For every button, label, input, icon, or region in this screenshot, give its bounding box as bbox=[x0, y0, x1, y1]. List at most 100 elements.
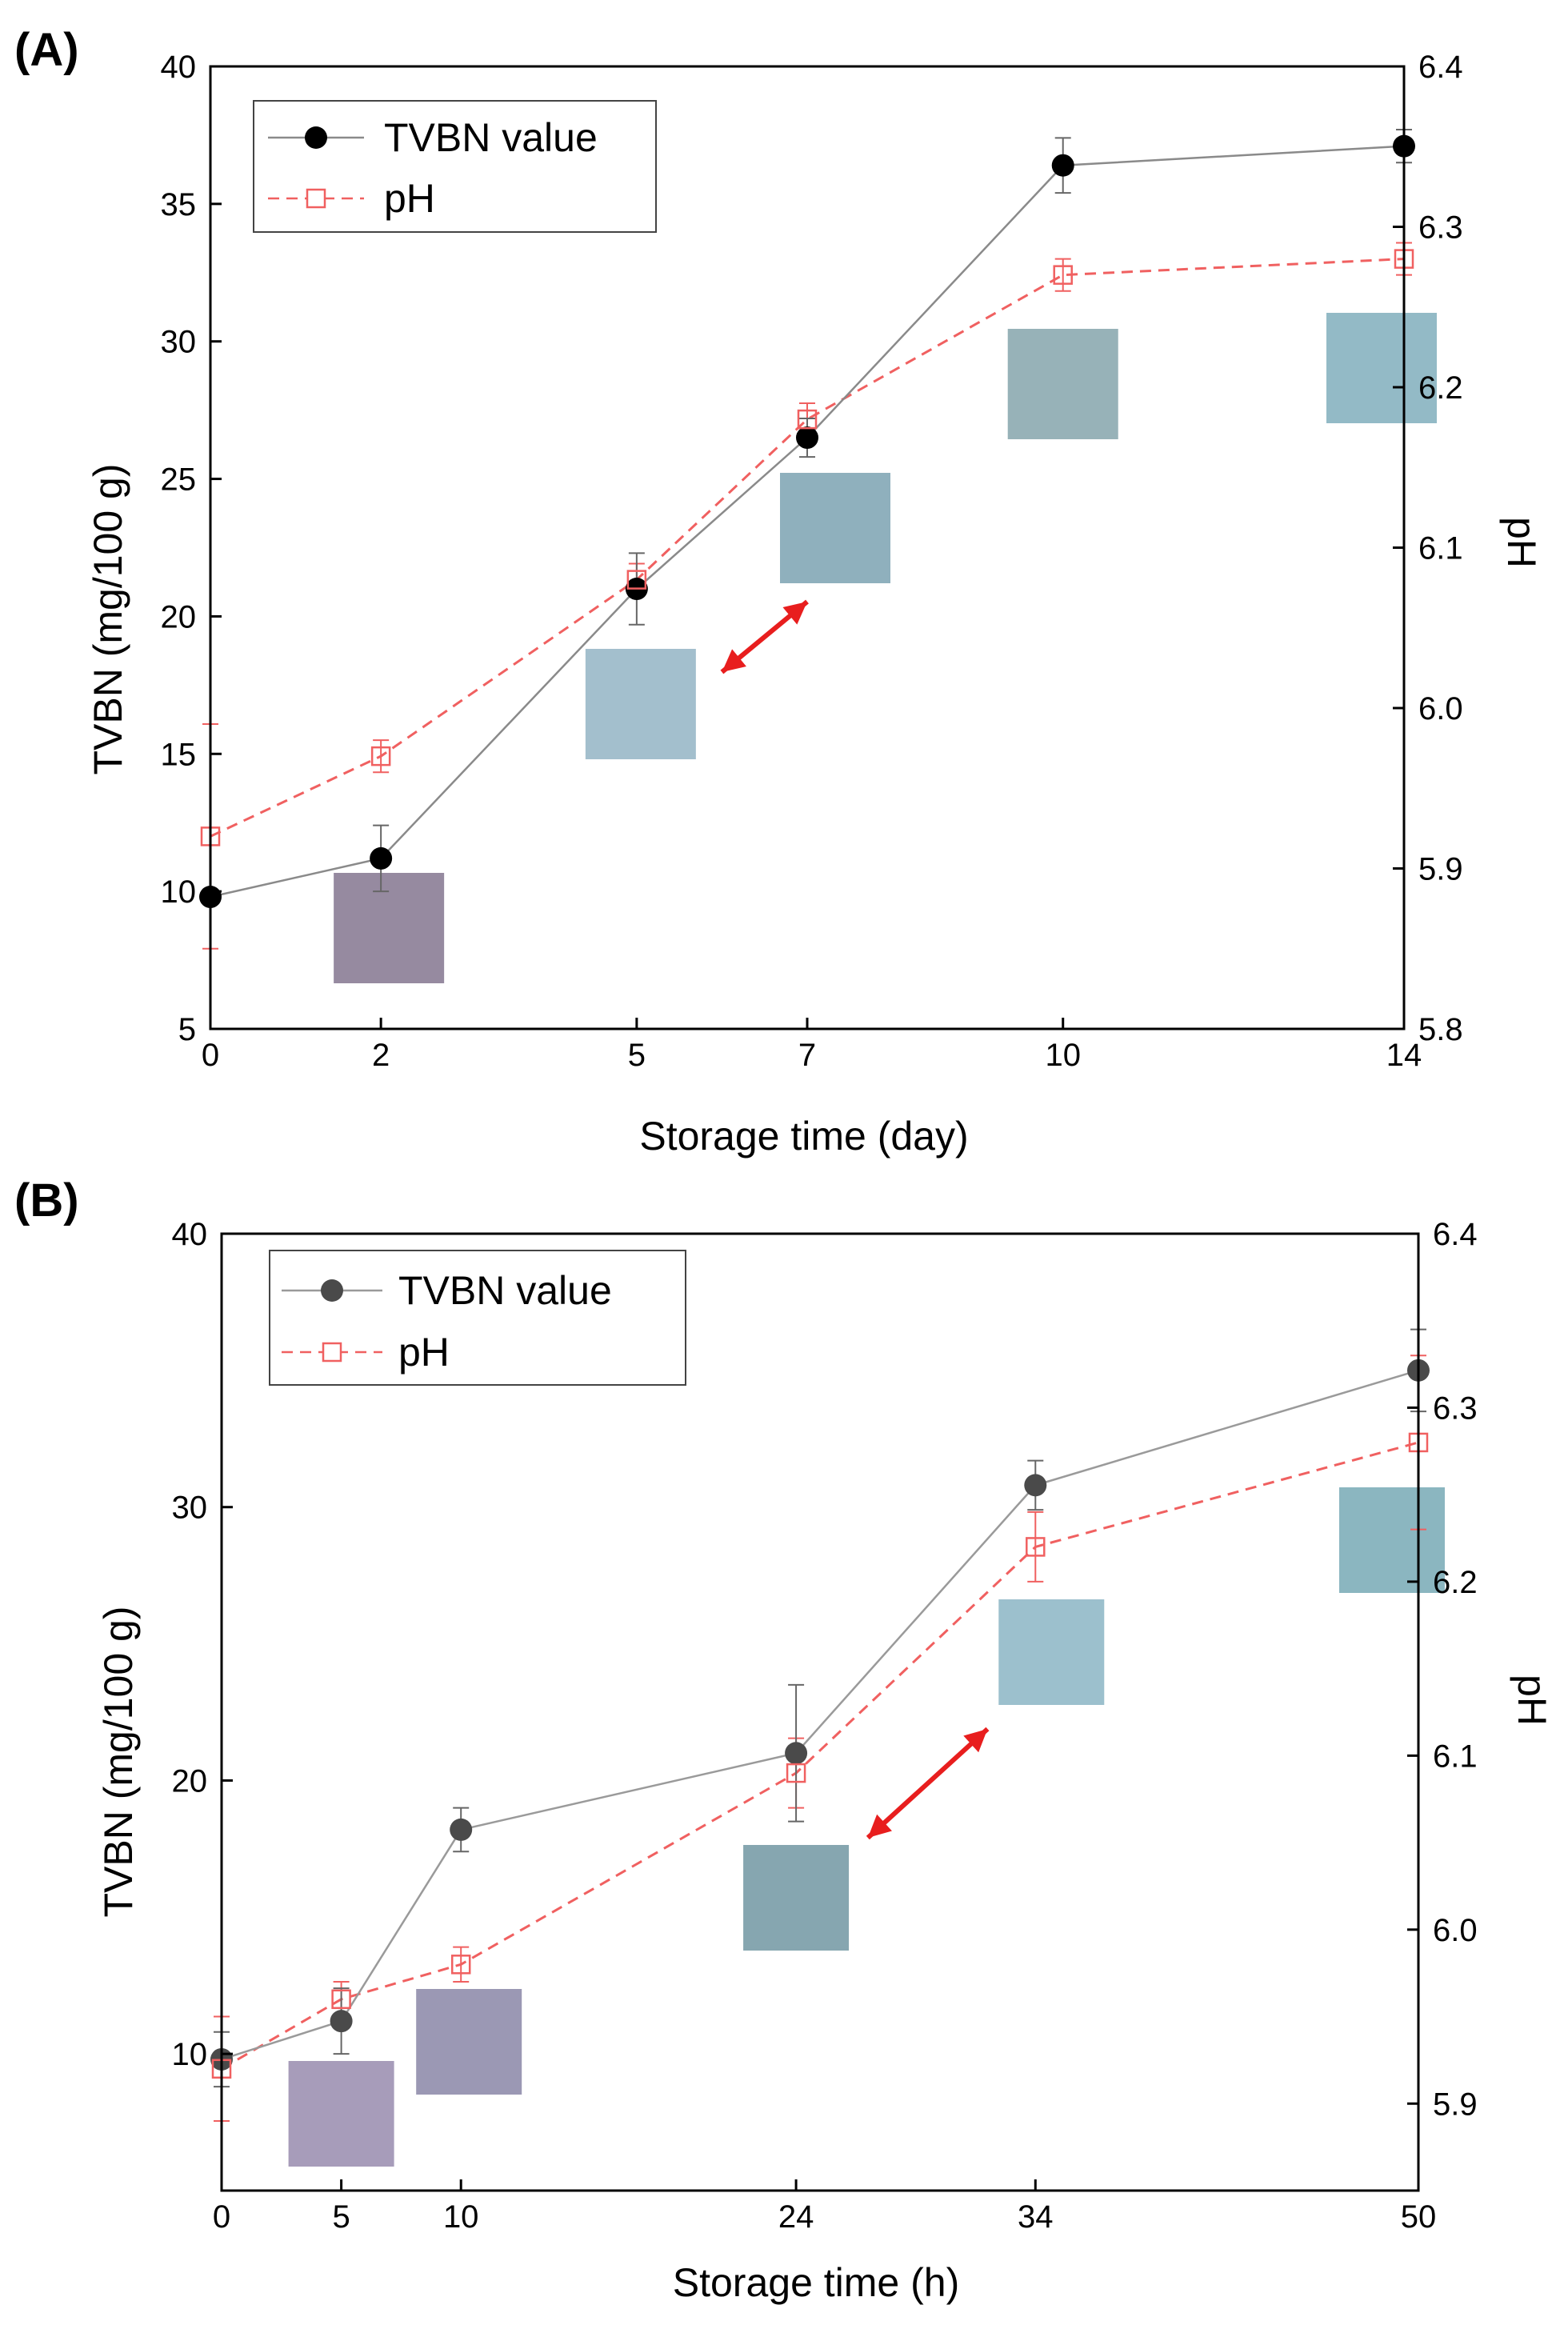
color-swatches bbox=[288, 1487, 1445, 2167]
y-tick-label: 30 bbox=[172, 1491, 208, 1526]
tvbn-point bbox=[370, 846, 393, 870]
y2-tick-label: 6.1 bbox=[1433, 1739, 1478, 1774]
panel-label: (B) bbox=[14, 1175, 79, 1227]
y-tick-label: 35 bbox=[161, 187, 197, 222]
film-swatch bbox=[1339, 1487, 1445, 1593]
tvbn-point bbox=[330, 2010, 353, 2033]
x-tick-label: 2 bbox=[372, 1038, 390, 1073]
film-swatch bbox=[1007, 329, 1118, 439]
tvbn-point bbox=[796, 426, 818, 450]
ph-series-line bbox=[221, 1441, 1419, 2071]
series-layer bbox=[210, 1328, 1430, 2123]
axes: 0 2 5 7 10 145101520253035405.85.96.06.16.26.… bbox=[161, 50, 1463, 1073]
color-swatches bbox=[334, 313, 1437, 983]
legend-ph-marker bbox=[306, 188, 326, 209]
y2-tick-label: 6.2 bbox=[1433, 1565, 1478, 1600]
panel-label: (A) bbox=[14, 24, 79, 76]
x-tick-label: 0 bbox=[213, 2199, 230, 2235]
y-tick-label: 40 bbox=[161, 50, 197, 85]
x-tick-label: 5 bbox=[628, 1038, 646, 1073]
ph-point bbox=[331, 1989, 351, 2010]
y2-axis-title: pH bbox=[1499, 517, 1544, 568]
arrow-head-start bbox=[867, 1814, 892, 1838]
y2-tick-label: 5.8 bbox=[1418, 1012, 1463, 1047]
y-tick-label: 25 bbox=[161, 462, 197, 498]
x-tick-label: 34 bbox=[1018, 2199, 1054, 2235]
y2-tick-label: 6.2 bbox=[1418, 370, 1463, 406]
y-tick-label: 10 bbox=[161, 874, 197, 910]
legend: TVBN value pH bbox=[253, 100, 657, 233]
legend-ph-label: pH bbox=[384, 176, 435, 221]
film-swatch bbox=[585, 649, 696, 759]
film-swatch bbox=[743, 1845, 850, 1951]
film-swatch bbox=[1326, 313, 1437, 423]
ph-point bbox=[370, 746, 391, 766]
x-tick-label: 14 bbox=[1386, 1038, 1422, 1073]
legend-tvbn-marker bbox=[321, 1279, 343, 1302]
x-tick-label: 10 bbox=[1045, 1038, 1081, 1073]
y2-tick-label: 5.9 bbox=[1433, 2087, 1478, 2122]
y-axis-title: TVBN (mg/100 g) bbox=[86, 463, 130, 774]
legend-tvbn-marker bbox=[305, 126, 327, 149]
arrow-head-end bbox=[782, 602, 807, 625]
y-tick-label: 20 bbox=[172, 1763, 208, 1799]
tvbn-series-line bbox=[221, 1369, 1419, 2061]
film-swatch bbox=[780, 473, 890, 583]
y-axis-title: TVBN (mg/100 g) bbox=[96, 1606, 141, 1917]
arrow-head-start bbox=[722, 649, 746, 672]
x-tick-label: 50 bbox=[1401, 2199, 1437, 2235]
legend-box bbox=[269, 1250, 686, 1386]
legend-box bbox=[253, 100, 657, 233]
y2-tick-label: 6.0 bbox=[1433, 1913, 1478, 1948]
x-tick-label: 7 bbox=[798, 1038, 816, 1073]
arrow-head-end bbox=[963, 1729, 988, 1753]
color-change-arrow bbox=[866, 1727, 990, 1840]
y-tick-label: 15 bbox=[161, 737, 197, 772]
y2-tick-label: 5.9 bbox=[1418, 852, 1463, 887]
ph-point bbox=[626, 570, 647, 590]
film-swatch bbox=[334, 873, 445, 983]
y-tick-label: 40 bbox=[172, 1217, 208, 1252]
x-tick-label: 5 bbox=[332, 2199, 350, 2235]
axes: 0 5 10 24 34 50 10 20 30 40 5.9 6.0 6.1 6.2 6.3 6.4 bbox=[172, 1217, 1478, 2235]
y2-tick-label: 6.4 bbox=[1418, 50, 1463, 85]
color-change-arrow bbox=[720, 599, 809, 674]
ph-point bbox=[1026, 1537, 1046, 1557]
y2-tick-label: 6.0 bbox=[1418, 691, 1463, 726]
y2-tick-label: 6.1 bbox=[1418, 531, 1463, 566]
tvbn-point bbox=[785, 1742, 808, 1765]
y2-tick-label: 6.3 bbox=[1433, 1391, 1478, 1426]
ph-point bbox=[1053, 265, 1073, 285]
y2-axis-title: pH bbox=[1510, 1675, 1554, 1726]
arrow-shaft bbox=[866, 1727, 990, 1840]
x-tick-label: 10 bbox=[443, 2199, 479, 2235]
legend-tvbn-label: TVBN value bbox=[384, 115, 598, 160]
ph-point bbox=[797, 409, 818, 430]
tvbn-point bbox=[1051, 154, 1074, 177]
film-swatch bbox=[288, 2061, 394, 2167]
y2-tick-label: 6.3 bbox=[1418, 210, 1463, 246]
x-tick-label: 24 bbox=[778, 2199, 814, 2235]
legend: TVBN value pH bbox=[269, 1250, 686, 1386]
tvbn-point bbox=[450, 1818, 473, 1841]
tvbn-point bbox=[1024, 1474, 1047, 1497]
y-tick-label: 10 bbox=[172, 2037, 208, 2072]
legend-ph-marker bbox=[322, 1342, 342, 1363]
ph-point bbox=[450, 1955, 471, 1975]
panel-a: (A) 0 2 5 7 10 145101520253035405.85.96.06.16… bbox=[14, 24, 1544, 1158]
x-axis-title: Storage time (day) bbox=[639, 1114, 968, 1158]
x-tick-label: 0 bbox=[202, 1038, 219, 1073]
y2-tick-label: 6.4 bbox=[1433, 1217, 1478, 1252]
y-tick-label: 5 bbox=[178, 1012, 196, 1047]
x-axis-title: Storage time (h) bbox=[673, 2260, 959, 2305]
ph-series-line bbox=[210, 258, 1405, 838]
tvbn-series-line bbox=[210, 145, 1405, 898]
panel-b: (B) 0 5 10 24 34 50 10 20 30 40 5.9 6.0 6.1 6.2 6.3 6.4… bbox=[14, 1175, 1554, 2305]
film-swatch bbox=[998, 1599, 1105, 1705]
y-tick-label: 30 bbox=[161, 325, 197, 360]
legend-tvbn-label: TVBN value bbox=[398, 1268, 612, 1313]
film-swatch bbox=[416, 1989, 522, 2095]
ph-point bbox=[786, 1763, 806, 1783]
legend-ph-label: pH bbox=[398, 1330, 450, 1375]
